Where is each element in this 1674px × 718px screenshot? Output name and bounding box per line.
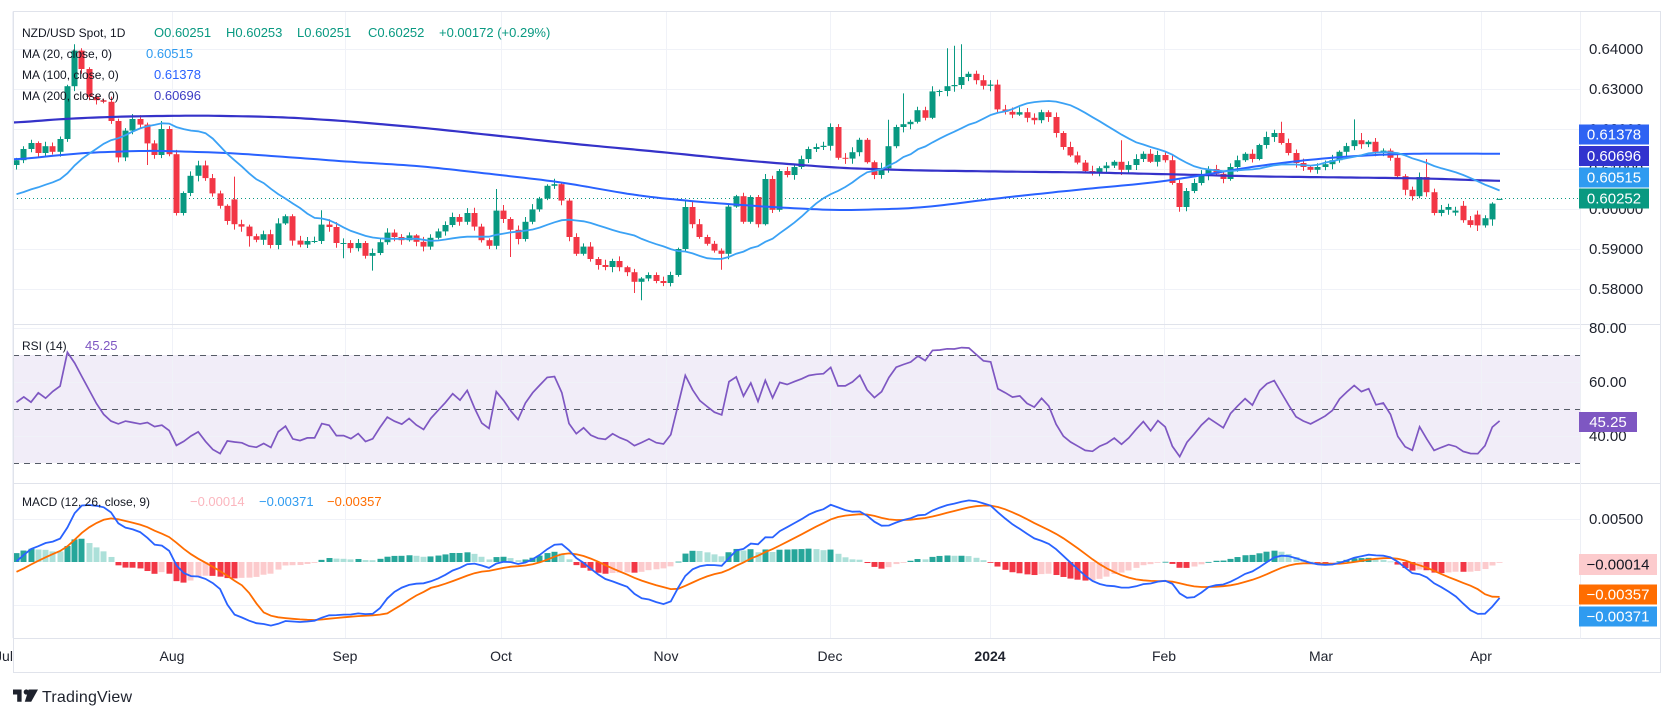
svg-text:L0.60251: L0.60251 xyxy=(297,25,351,40)
svg-text:0.00500: 0.00500 xyxy=(1589,511,1643,528)
svg-text:Apr: Apr xyxy=(1470,648,1492,664)
svg-text:Dec: Dec xyxy=(818,648,843,664)
svg-text:0.63000: 0.63000 xyxy=(1589,81,1643,98)
svg-text:45.25: 45.25 xyxy=(85,338,118,353)
svg-text:0.61378: 0.61378 xyxy=(1587,127,1641,144)
svg-text:Oct: Oct xyxy=(490,648,512,664)
svg-text:+0.00172 (+0.29%): +0.00172 (+0.29%) xyxy=(439,25,550,40)
svg-text:C0.60252: C0.60252 xyxy=(368,25,424,40)
svg-text:0.60515: 0.60515 xyxy=(146,46,193,61)
svg-text:0.60515: 0.60515 xyxy=(1587,170,1641,187)
svg-text:0.60252: 0.60252 xyxy=(1587,191,1641,208)
svg-text:Jul: Jul xyxy=(0,648,13,664)
svg-text:Mar: Mar xyxy=(1309,648,1333,664)
svg-text:Aug: Aug xyxy=(160,648,185,664)
svg-text:MA (20, close, 0): MA (20, close, 0) xyxy=(22,47,112,61)
svg-text:0.59000: 0.59000 xyxy=(1589,241,1643,258)
svg-text:−0.00371: −0.00371 xyxy=(1587,609,1650,626)
svg-text:H0.60253: H0.60253 xyxy=(226,25,282,40)
svg-text:NZD/USD Spot, 1D: NZD/USD Spot, 1D xyxy=(22,26,126,40)
svg-text:Sep: Sep xyxy=(333,648,358,664)
svg-text:−0.00357: −0.00357 xyxy=(327,494,382,509)
svg-text:0.60696: 0.60696 xyxy=(1587,148,1641,165)
svg-text:80.00: 80.00 xyxy=(1589,320,1627,337)
svg-text:45.25: 45.25 xyxy=(1589,414,1627,431)
svg-text:RSI (14): RSI (14) xyxy=(22,339,67,353)
svg-text:0.60696: 0.60696 xyxy=(154,88,201,103)
svg-text:−0.00014: −0.00014 xyxy=(1587,557,1650,574)
svg-text:MA (100, close, 0): MA (100, close, 0) xyxy=(22,68,119,82)
svg-text:−0.00014: −0.00014 xyxy=(190,494,245,509)
svg-text:TradingView: TradingView xyxy=(42,689,132,706)
svg-text:Feb: Feb xyxy=(1152,648,1176,664)
svg-text:−0.00357: −0.00357 xyxy=(1587,587,1650,604)
svg-text:0.58000: 0.58000 xyxy=(1589,281,1643,298)
svg-text:60.00: 60.00 xyxy=(1589,374,1627,391)
svg-text:0.61378: 0.61378 xyxy=(154,67,201,82)
svg-text:0.64000: 0.64000 xyxy=(1589,41,1643,58)
svg-text:40.00: 40.00 xyxy=(1589,428,1627,445)
svg-text:Nov: Nov xyxy=(654,648,679,664)
svg-text:2024: 2024 xyxy=(974,648,1005,664)
svg-text:MACD (12, 26, close, 9): MACD (12, 26, close, 9) xyxy=(22,495,150,509)
svg-text:O0.60251: O0.60251 xyxy=(154,25,211,40)
svg-text:MA (200, close, 0): MA (200, close, 0) xyxy=(22,89,119,103)
svg-text:−0.00371: −0.00371 xyxy=(259,494,314,509)
